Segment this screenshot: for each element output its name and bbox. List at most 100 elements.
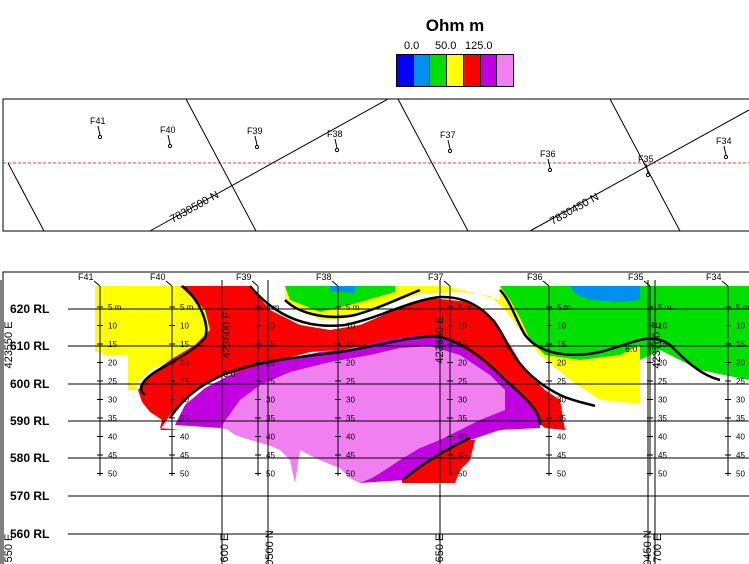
section-station-label: F34 bbox=[706, 272, 722, 282]
plan-station-label: F37 bbox=[440, 130, 456, 140]
plan-station-marker bbox=[547, 158, 551, 169]
depth-label: 10 bbox=[458, 322, 467, 331]
depth-label: 30 bbox=[266, 396, 275, 405]
depth-label: 35 bbox=[658, 414, 667, 423]
plan-grid-line bbox=[7, 162, 45, 232]
bottom-axis-label: 0450 N bbox=[642, 530, 654, 564]
depth-label: 15 bbox=[266, 340, 275, 349]
legend-tick-125: 125.0 bbox=[465, 40, 493, 52]
depth-label: 10 bbox=[108, 322, 117, 331]
zone-blue-left bbox=[330, 286, 355, 293]
plan-station-point bbox=[645, 172, 651, 178]
zone-yellow-left bbox=[95, 286, 215, 390]
legend-tick-0: 0.0 bbox=[404, 40, 420, 52]
depth-label: 40 bbox=[266, 433, 275, 442]
section-station-marker bbox=[251, 280, 259, 287]
depth-label: 35 bbox=[346, 414, 355, 423]
depth-label: 25 bbox=[736, 377, 745, 386]
contour-line bbox=[499, 289, 721, 382]
depth-label: 10 bbox=[658, 322, 667, 331]
depth-label: 30 bbox=[557, 396, 566, 405]
easting-label: 423600 E bbox=[221, 311, 233, 358]
depth-label: 50 bbox=[180, 470, 189, 479]
plan-frame bbox=[2, 98, 749, 232]
depth-label: 15 bbox=[557, 340, 566, 349]
legend-swatch bbox=[413, 55, 431, 86]
depth-label: 45 bbox=[108, 451, 117, 460]
depth-label: 5 m bbox=[458, 303, 472, 312]
rl-label: 600 RL bbox=[10, 377, 49, 391]
contour-line bbox=[168, 335, 542, 426]
easting-label: 423550 E bbox=[3, 321, 15, 368]
plan-grid-line bbox=[609, 98, 681, 232]
legend-swatch bbox=[447, 55, 464, 86]
depth-label: 15 bbox=[346, 340, 355, 349]
section-station-marker bbox=[93, 280, 101, 287]
plan-grid-line bbox=[397, 98, 469, 232]
depth-label: 35 bbox=[458, 414, 467, 423]
legend-title: Ohm m bbox=[425, 16, 485, 35]
legend-tick-50: 50.0 bbox=[435, 40, 457, 52]
plan-station-marker bbox=[97, 125, 101, 136]
depth-label: 20 bbox=[266, 359, 275, 368]
depth-label: 15 bbox=[658, 340, 667, 349]
section-station-label: F35 bbox=[628, 272, 644, 282]
zone-blue-right bbox=[570, 286, 640, 302]
depth-label: 5 m bbox=[346, 303, 360, 312]
plan-station-label: F38 bbox=[327, 129, 343, 139]
section-station-label: F36 bbox=[527, 272, 543, 282]
depth-label: 10 bbox=[180, 322, 189, 331]
section-station-marker bbox=[721, 280, 729, 287]
bottom-axis-label: 700 E bbox=[652, 534, 664, 563]
depth-label: 40 bbox=[736, 433, 745, 442]
rl-label: 560 RL bbox=[10, 527, 49, 541]
depth-label: 5 m bbox=[266, 303, 280, 312]
depth-label: 50 bbox=[557, 470, 566, 479]
plan-grid-label: 7830450 N bbox=[548, 191, 601, 228]
legend-swatch bbox=[430, 55, 448, 86]
contour-label: 6.0 bbox=[223, 369, 236, 379]
depth-label: 35 bbox=[736, 414, 745, 423]
depth-label: 5 m bbox=[736, 303, 749, 312]
plan-station-label: F40 bbox=[160, 125, 176, 135]
rl-label: 570 RL bbox=[10, 489, 49, 503]
depth-label: 35 bbox=[266, 414, 275, 423]
depth-label: 20 bbox=[108, 359, 117, 368]
plan-station-point bbox=[254, 144, 260, 150]
plan-station-marker bbox=[167, 134, 171, 145]
plan-grid-label: 7830500 N bbox=[168, 189, 221, 226]
legend-swatch bbox=[463, 55, 481, 86]
section-station-label: F38 bbox=[316, 272, 332, 282]
bottom-axis-label: 650 E bbox=[434, 534, 446, 563]
depth-label: 50 bbox=[108, 470, 117, 479]
depth-label: 25 bbox=[108, 377, 117, 386]
depth-label: 5 m bbox=[180, 303, 194, 312]
section-station-label: F37 bbox=[428, 272, 444, 282]
contour-line bbox=[249, 285, 596, 408]
plan-grid-line bbox=[149, 98, 389, 232]
bottom-axis-label: 600 E bbox=[219, 534, 231, 563]
depth-label: 10 bbox=[266, 322, 275, 331]
depth-label: 5 m bbox=[658, 303, 672, 312]
plan-grid-line bbox=[185, 98, 257, 232]
section-station-label: F40 bbox=[150, 272, 166, 282]
depth-label: 15 bbox=[180, 340, 189, 349]
plan-station-label: F39 bbox=[247, 126, 263, 136]
bottom-axis-label: 550 E bbox=[3, 534, 15, 563]
depth-label: 25 bbox=[458, 377, 467, 386]
plan-station-marker bbox=[334, 138, 338, 149]
bottom-axis-label: 0500 N bbox=[264, 530, 276, 564]
legend-swatch bbox=[497, 55, 514, 86]
depth-label: 30 bbox=[180, 396, 189, 405]
section-station-marker bbox=[643, 280, 651, 287]
contour-label: 6.0 bbox=[625, 344, 638, 354]
depth-label: 40 bbox=[658, 433, 667, 442]
depth-label: 40 bbox=[557, 433, 566, 442]
depth-label: 15 bbox=[458, 340, 467, 349]
depth-label: 40 bbox=[180, 433, 189, 442]
zone-green-left bbox=[285, 286, 395, 312]
plan-station-label: F41 bbox=[90, 116, 106, 126]
depth-label: 45 bbox=[458, 451, 467, 460]
plan-station-point bbox=[723, 154, 729, 160]
